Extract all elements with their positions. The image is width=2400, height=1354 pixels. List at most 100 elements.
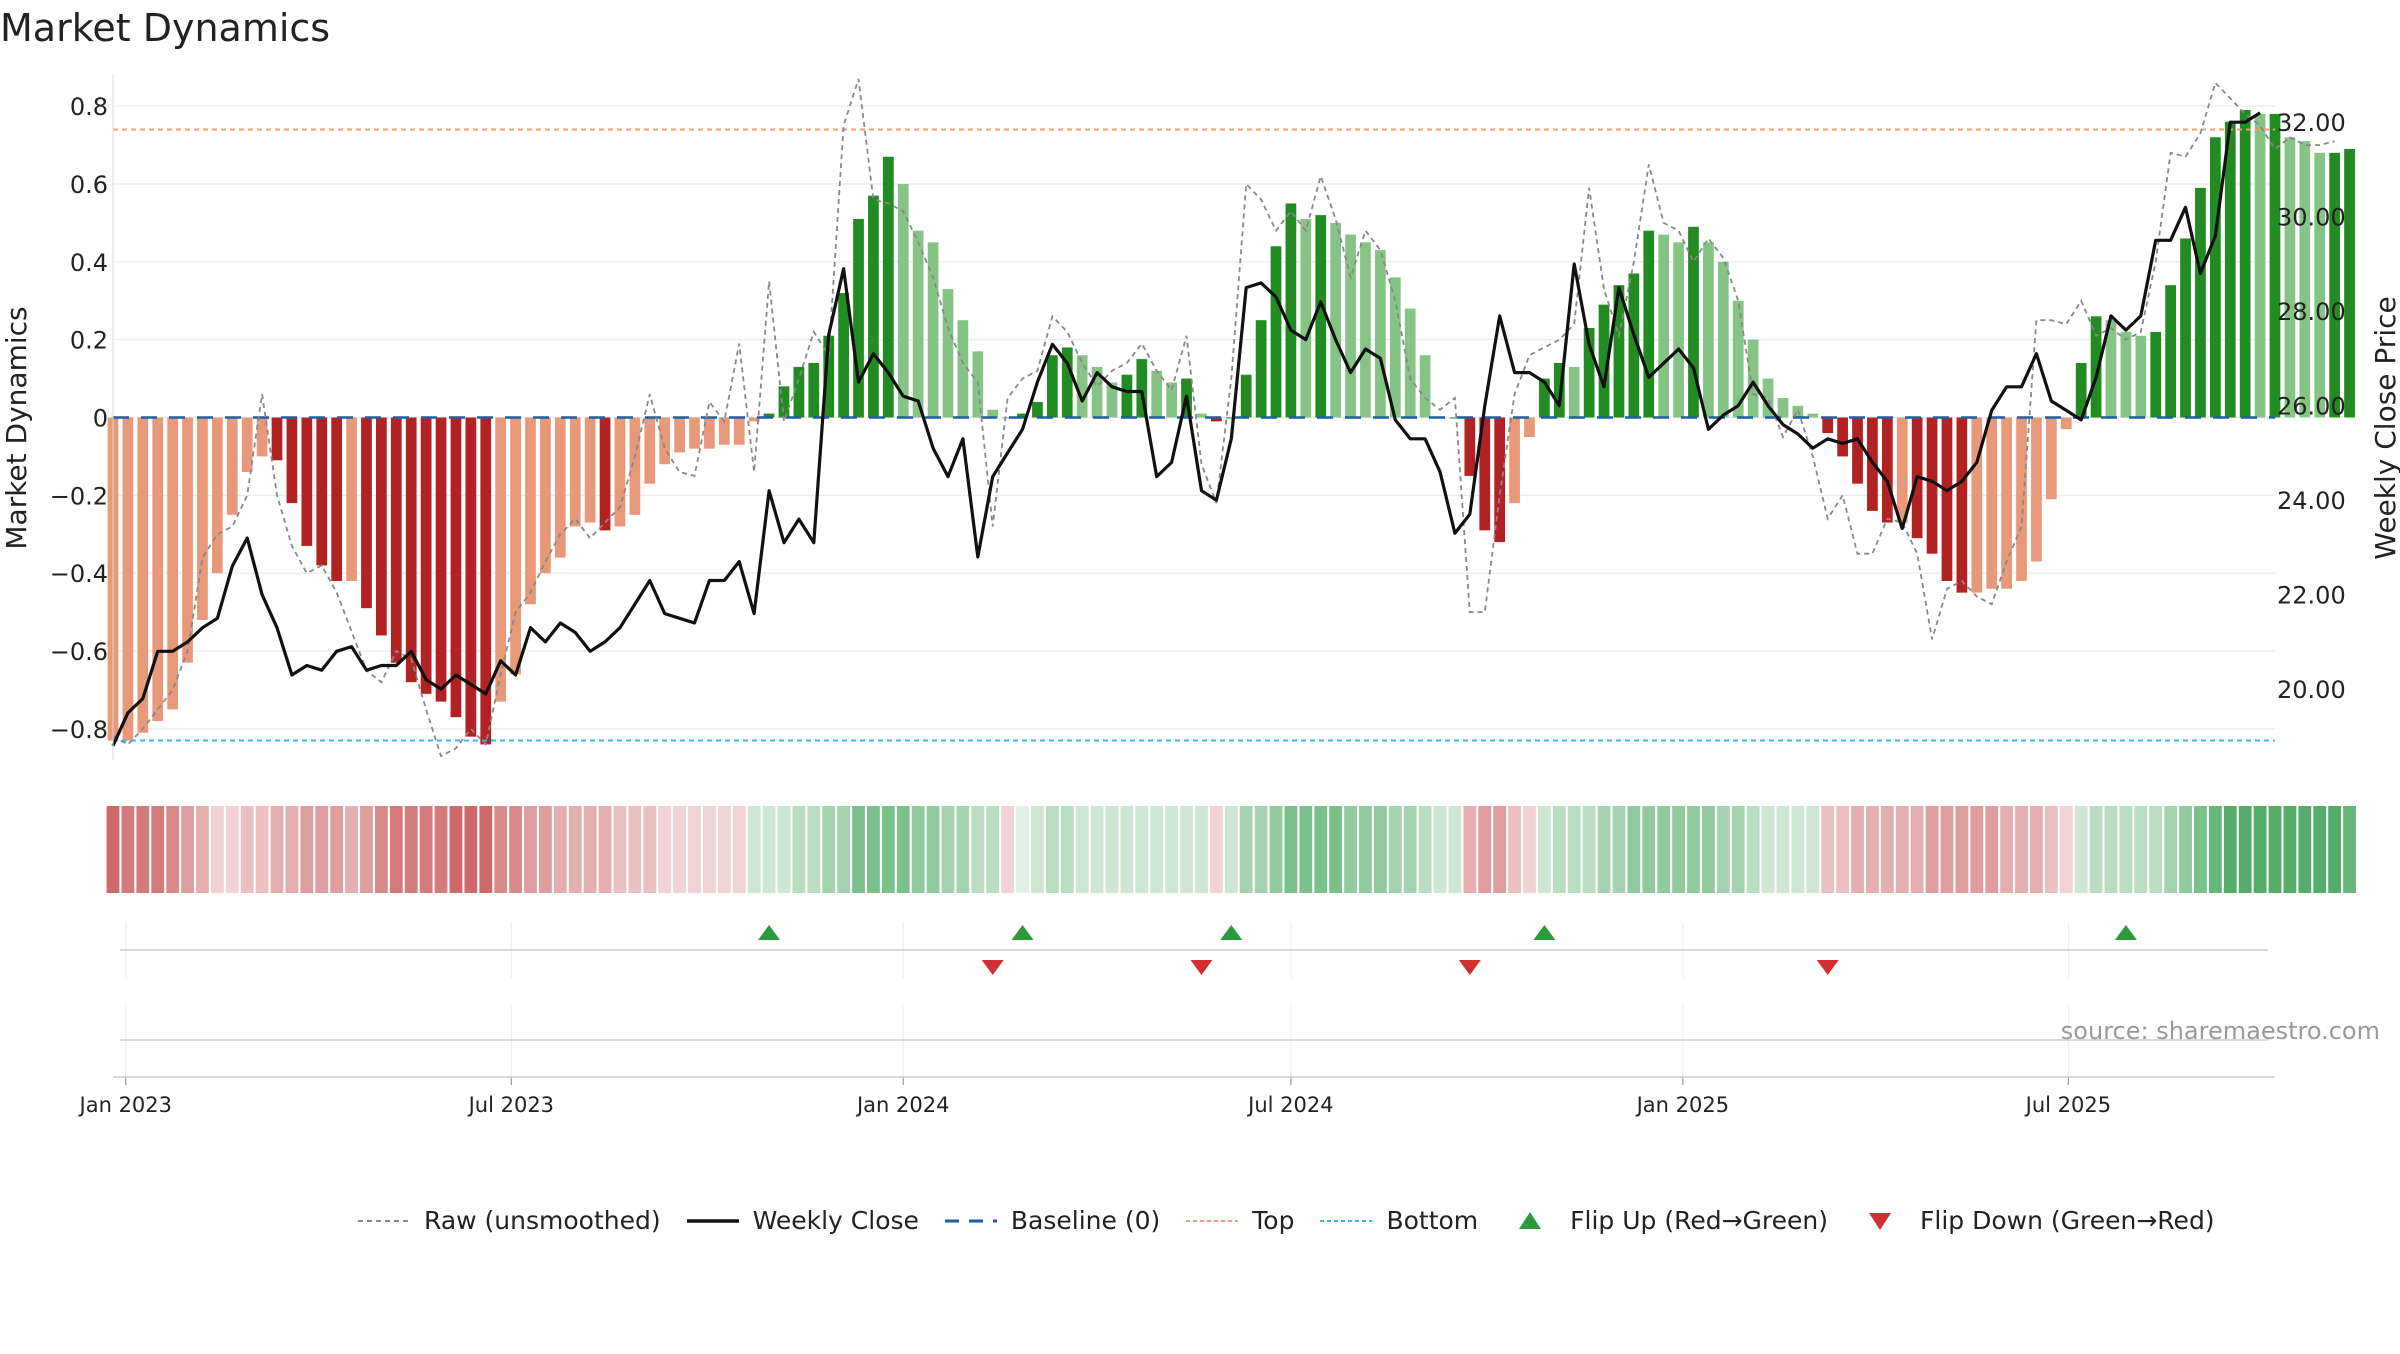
md-bar [361,417,372,609]
regime-cell [1403,806,1417,893]
md-bar [1613,285,1625,418]
md-bar [331,417,343,581]
x-tick-label: Jul 2025 [2024,1093,2111,1117]
regime-cell [1821,806,1835,893]
md-bar [2344,148,2355,418]
md-bar [1837,417,1848,457]
md-bar [823,335,835,418]
md-bar [2254,113,2266,418]
legend-label-flip-down: Flip Down (Green→Red) [1920,1206,2215,1235]
md-bar [1017,413,1028,418]
md-bar [2180,238,2191,418]
md-bar [2284,137,2296,418]
md-bar [1032,401,1043,418]
y-tick-label: 0.4 [70,249,108,277]
y2-tick-label: 32.00 [2277,109,2346,137]
md-bar [152,417,164,722]
md-bar [1688,226,1699,418]
regime-cell [1627,806,1641,893]
regime-cell [1269,806,1283,893]
md-bar [122,417,134,741]
regime-cell [1195,806,1208,893]
regime-cell [2343,806,2356,893]
regime-cell [1463,806,1477,893]
regime-cell [1284,806,1298,893]
md-bar [1583,327,1595,418]
regime-cell [1806,806,1820,893]
md-bar [1046,355,1058,418]
regime-cell [777,806,791,893]
regime-cell [464,806,478,893]
flip-down-marker [1816,960,1839,975]
md-bar [718,417,730,445]
regime-cell [360,806,373,893]
regime-cell [225,806,239,893]
regime-cell [300,806,314,893]
weekly-close-line [111,111,2261,747]
regime-cell [1701,806,1715,893]
md-bar [763,413,775,418]
md-bar [2299,141,2311,418]
md-bar [2209,137,2221,418]
y2-tick-label: 30.00 [2277,204,2346,232]
regime-cell [1985,806,1999,893]
flip-up-marker [758,925,781,940]
regime-cell [1418,806,1432,893]
md-bar [838,292,849,418]
raw-line [112,78,2335,758]
regime-cell [136,806,150,893]
md-bar [1762,378,1774,418]
md-bar [301,417,313,546]
regime-cell [971,806,985,893]
regime-cell [553,806,567,893]
legend-label-top: Top [1252,1206,1295,1235]
regime-cell [1373,806,1387,893]
md-bar [912,230,924,418]
regime-cell [926,806,940,893]
regime-cell [494,806,508,893]
flip-up-marker [2114,925,2137,940]
md-bar [1852,417,1863,484]
y-tick-label: 0.6 [70,171,108,199]
md-bar [599,417,611,531]
md-bar [674,417,685,453]
regime-cell [196,806,209,893]
legend-label-baseline: Baseline (0) [1010,1206,1161,1235]
regime-cell [1209,806,1223,893]
md-bar [808,363,820,418]
regime-cell [867,806,880,893]
regime-cell [240,806,254,893]
md-bar [1255,320,1267,418]
legend-label-bottom: Bottom [1386,1206,1479,1235]
legend-label-raw: Raw (unsmoothed) [424,1206,661,1235]
md-bar [1166,382,1178,418]
regime-cell [732,806,746,893]
flip-down-marker [1190,960,1213,975]
md-bar [1509,417,1520,504]
regime-cell [345,806,358,893]
md-bar [1300,219,1312,418]
regime-cell [1329,806,1343,893]
md-bar [704,417,715,449]
legend-item-raw: Raw (unsmoothed) [356,1206,661,1235]
regime-cell [1716,806,1730,893]
dotted-orange-line-icon [1184,1211,1240,1231]
regime-cell [1180,806,1193,893]
regime-cell [285,806,299,893]
md-bar [2224,121,2236,418]
bottom-panel [113,1039,2275,1078]
regime-cell [1523,806,1536,893]
md-bar [1315,215,1327,418]
md-bar [1568,366,1580,418]
md-bar [465,417,477,737]
regime-cell [643,806,657,893]
md-bar [748,417,760,422]
regime-cell [1254,806,1268,893]
regime-cell [1880,806,1894,893]
y2-tick-label: 20.00 [2277,676,2346,704]
regime-cell [1031,806,1044,893]
y-tick-label: 0.8 [70,93,108,121]
y2-tick-label: 26.00 [2277,393,2346,421]
md-bar [256,417,268,457]
